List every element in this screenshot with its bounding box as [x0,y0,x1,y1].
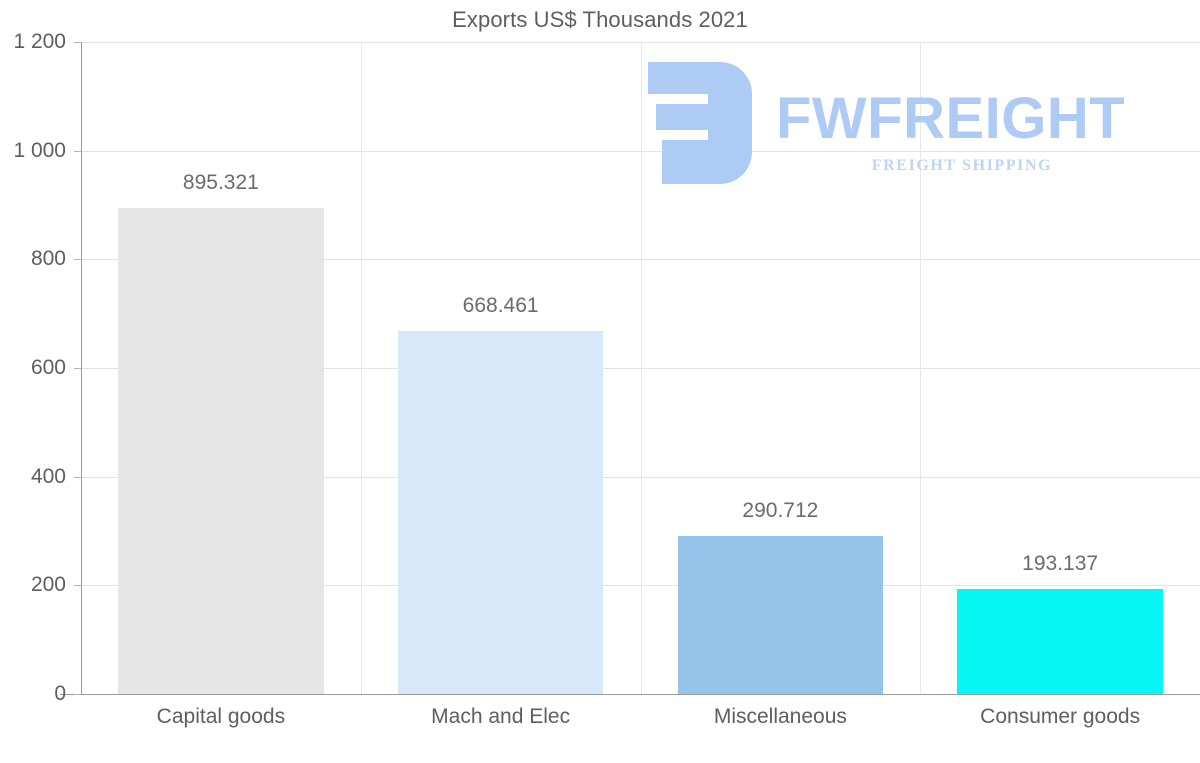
gridline-vertical [361,42,362,694]
bar[interactable] [677,536,884,694]
x-axis-label: Consumer goods [980,705,1141,728]
bar-value-label: 193.137 [1022,552,1099,576]
x-axis-label: Capital goods [156,705,286,728]
gridline-horizontal [81,368,1200,369]
gridline-horizontal [81,585,1200,587]
bar[interactable] [397,330,604,694]
x-axis-label: Miscellaneous [713,705,847,728]
y-axis-label: 0 [54,682,66,705]
x-axis-line [60,694,1200,695]
y-axis-label: 800 [30,247,66,271]
y-axis-label: 200 [30,573,66,597]
gridline-horizontal [81,476,1200,478]
gridline-vertical [920,42,921,694]
bar-value-label: 895.321 [182,170,259,194]
gridline-vertical [641,42,642,694]
y-axis-tick [74,585,81,587]
y-axis-tick [74,476,81,478]
y-axis-tick [74,42,81,43]
chart-title: Exports US$ Thousands 2021 [452,7,748,32]
x-axis-label: Mach and Elec [431,705,571,728]
y-axis-tick [74,150,81,152]
gridline-horizontal [81,150,1200,152]
plot-area [81,42,1200,695]
y-axis-label: 400 [30,464,66,488]
y-axis-tick [74,694,81,695]
bar[interactable] [957,589,1163,694]
y-axis-tick [74,259,81,261]
y-axis-tick [74,368,81,369]
bar-value-label: 290.712 [742,499,819,523]
gridline-horizontal [81,259,1200,261]
y-axis-label: 600 [30,356,66,379]
y-axis-line [81,42,82,695]
bar-value-label: 668.461 [462,293,539,317]
gridline-horizontal [81,42,1200,43]
bar[interactable] [118,207,324,694]
y-axis-label: 1 200 [13,30,66,53]
y-axis-label: 1 000 [13,138,66,162]
